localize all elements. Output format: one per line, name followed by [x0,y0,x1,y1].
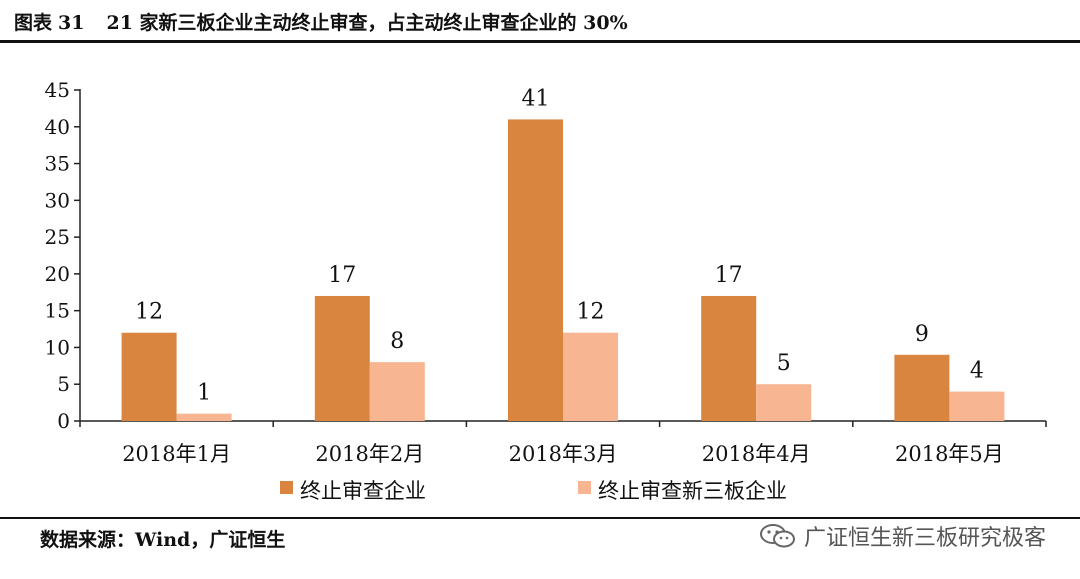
y-tick-label: 40 [45,115,70,139]
bar-terminated [701,295,757,421]
y-tick-label: 15 [45,299,70,323]
x-tick-label: 2018年2月 [315,442,424,466]
bar-neeq-terminated [563,332,618,421]
legend-swatch [280,481,293,494]
bar-value-label: 17 [328,263,356,288]
y-tick-label: 10 [45,335,70,359]
bar-terminated [894,354,950,421]
bottom-rule [0,517,1080,519]
bar-value-label: 12 [135,300,163,325]
bar-value-label: 5 [777,351,791,376]
watermark: 广证恒生新三板研究极客 [758,520,1046,552]
bar-value-label: 4 [970,359,984,384]
source-note: 数据来源：Wind，广证恒生 [40,529,286,551]
bar-value-label: 8 [390,329,404,354]
y-tick-label: 0 [57,409,70,433]
figure-label: 图表 [14,12,53,34]
y-tick-label: 25 [45,225,70,249]
legend-label: 终止审查企业 [300,479,426,503]
bar-value-label: 17 [715,263,743,288]
bar-neeq-terminated [176,413,232,421]
watermark-text: 广证恒生新三板研究极客 [803,526,1046,551]
figure-title: 21 家新三板企业主动终止审查，占主动终止审查企业的 30% [106,12,628,34]
bar-value-label: 12 [577,300,605,325]
y-tick-label: 20 [45,262,70,286]
x-tick-label: 2018年1月 [122,442,231,466]
bar-neeq-terminated [369,362,425,421]
wechat-icon [759,524,795,548]
y-tick-label: 5 [57,372,70,396]
legend-swatch [578,481,591,494]
bar-neeq-terminated [949,391,1005,421]
y-tick-label: 45 [45,78,70,102]
x-tick-label: 2018年4月 [702,442,811,466]
bar-value-label: 41 [522,86,550,111]
top-rule [0,40,1080,43]
bar-value-label: 1 [197,381,211,406]
bar-terminated [314,295,370,421]
x-tick-label: 2018年5月 [895,442,1004,466]
bar-terminated [121,332,177,421]
bar-value-label: 9 [915,322,929,347]
figure-header: 图表 31 21 家新三板企业主动终止审查，占主动终止审查企业的 30% [14,8,628,35]
figure-number: 31 [58,12,85,34]
y-tick-label: 30 [45,188,70,212]
bar-chart: 0510152025303540452018年1月1212018年2月17820… [45,78,1047,503]
legend-label: 终止审查新三板企业 [598,479,787,503]
bar-terminated [508,119,563,421]
bar-neeq-terminated [756,384,812,421]
y-tick-label: 35 [45,152,70,176]
x-tick-label: 2018年3月 [509,442,618,466]
